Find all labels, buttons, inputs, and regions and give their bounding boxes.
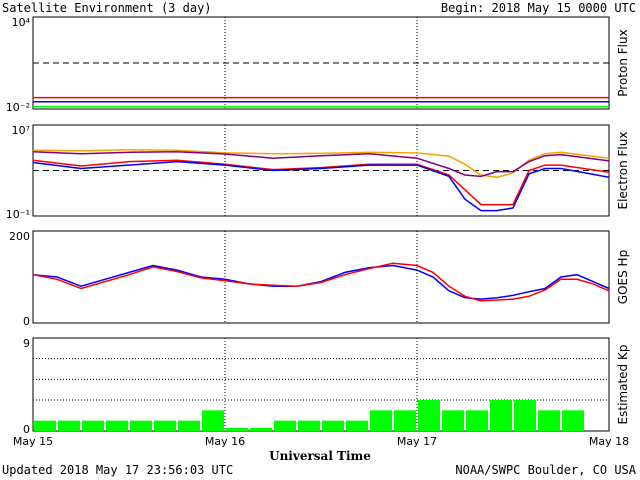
series-line-2 bbox=[32, 150, 610, 178]
x-tick-label: May 17 bbox=[397, 435, 437, 448]
panel-frame bbox=[32, 16, 610, 110]
begin-time: Begin: 2018 May 15 0000 UTC bbox=[440, 1, 636, 15]
y-tick-label-top: 200 bbox=[9, 230, 30, 243]
y-tick-label-bottom: 0 bbox=[23, 423, 30, 436]
y-tick-label-top: 10⁷ bbox=[12, 124, 30, 137]
kp-bar bbox=[490, 400, 512, 431]
kp-bar bbox=[562, 410, 584, 431]
panel-3: 200 0 GOES Hp bbox=[9, 230, 630, 328]
panel-1: 10⁴ 10⁻² Proton Flux bbox=[6, 16, 630, 114]
kp-bar bbox=[418, 400, 440, 431]
kp-bar bbox=[130, 420, 152, 431]
series-line-3 bbox=[32, 159, 610, 206]
y-tick-label-bottom: 0 bbox=[23, 315, 30, 328]
y-axis-label: Electron Flux bbox=[616, 132, 630, 210]
kp-bar bbox=[178, 420, 200, 431]
kp-bar bbox=[346, 420, 368, 431]
y-axis-label: Proton Flux bbox=[616, 29, 630, 96]
y-tick-label-top: 9 bbox=[23, 337, 30, 350]
kp-bar bbox=[58, 420, 80, 431]
y-axis-label: Estimated Kp bbox=[616, 345, 630, 425]
series-line-2 bbox=[32, 262, 610, 302]
kp-bar bbox=[370, 410, 392, 431]
kp-bar bbox=[274, 420, 296, 431]
x-axis-label: Universal Time bbox=[269, 449, 371, 463]
y-tick-label-bottom: 10⁻² bbox=[6, 101, 30, 114]
panel-frame bbox=[32, 124, 610, 217]
series-line-1 bbox=[32, 264, 610, 300]
chart-title: Satellite Environment (3 day) bbox=[2, 1, 212, 15]
x-tick-label: May 18 bbox=[589, 435, 629, 448]
x-tick-label: May 15 bbox=[13, 435, 53, 448]
kp-bar bbox=[538, 410, 560, 431]
kp-bar bbox=[202, 410, 224, 431]
updated-timestamp: Updated 2018 May 17 23:56:03 UTC bbox=[2, 463, 234, 477]
y-tick-label-bottom: 10⁻¹ bbox=[6, 208, 30, 221]
panel-frame bbox=[32, 230, 610, 324]
kp-bar bbox=[154, 420, 176, 431]
panel-4: 9 0 Estimated Kp May 15 May 16 May 17 May 18 bbox=[13, 337, 630, 448]
kp-bar bbox=[106, 420, 128, 431]
kp-bar bbox=[442, 410, 464, 431]
kp-bar bbox=[226, 427, 248, 431]
panel-2: 10⁷ 10⁻¹ Electron Flux bbox=[6, 124, 630, 221]
kp-bar bbox=[466, 410, 488, 431]
kp-bar bbox=[514, 400, 536, 431]
series-line-4 bbox=[32, 160, 610, 212]
y-tick-label-top: 10⁴ bbox=[12, 16, 31, 29]
series-line-1 bbox=[32, 149, 610, 179]
x-tick-label: May 16 bbox=[205, 435, 245, 448]
credit-text: NOAA/SWPC Boulder, CO USA bbox=[455, 463, 636, 477]
kp-bar bbox=[394, 410, 416, 431]
y-axis-label: GOES Hp bbox=[616, 250, 630, 304]
kp-bar bbox=[298, 420, 320, 431]
kp-bar bbox=[250, 427, 272, 431]
kp-bar bbox=[82, 420, 104, 431]
kp-bar bbox=[322, 420, 344, 431]
kp-bar bbox=[34, 420, 56, 431]
